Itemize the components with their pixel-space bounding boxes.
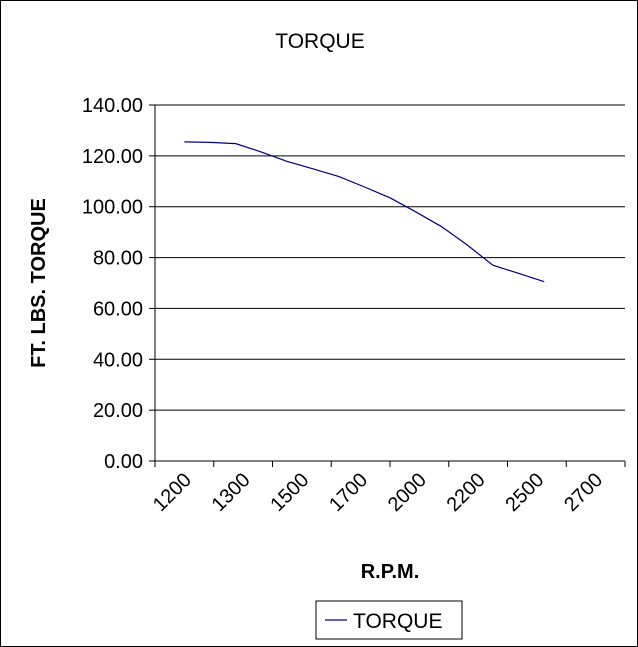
x-tick-labels: 1200 1300 1500 1700 2000 2200 2500 2700 bbox=[149, 469, 607, 516]
y-tick-labels: 0.00 20.00 40.00 60.00 80.00 100.00 120.00 140.… bbox=[82, 95, 143, 473]
gridlines bbox=[155, 104, 625, 411]
x-tick-label: 1500 bbox=[266, 469, 313, 516]
y-axis-title: FT. LBS. TORQUE bbox=[28, 198, 50, 368]
x-axis-title: R.P.M. bbox=[361, 561, 420, 583]
x-tick-label: 2200 bbox=[443, 469, 490, 516]
series-line-torque bbox=[184, 141, 545, 283]
y-tick-label: 40.00 bbox=[93, 349, 143, 371]
y-tick-label: 20.00 bbox=[93, 400, 143, 422]
series-lines bbox=[184, 141, 545, 283]
x-tick-label: 2700 bbox=[560, 469, 607, 516]
x-tick-label: 2500 bbox=[501, 469, 548, 516]
x-tick-label: 1300 bbox=[208, 469, 255, 516]
axes bbox=[149, 104, 626, 467]
x-tick-label: 1700 bbox=[325, 469, 372, 516]
y-tick-label: 80.00 bbox=[93, 248, 143, 270]
x-tick-label: 1200 bbox=[149, 469, 196, 516]
legend: TORQUE bbox=[315, 600, 463, 640]
chart-title: TORQUE bbox=[275, 30, 364, 53]
x-tick-label: 2000 bbox=[384, 469, 431, 516]
y-tick-label: 120.00 bbox=[82, 146, 143, 168]
y-tick-label: 60.00 bbox=[93, 298, 143, 320]
legend-label-torque: TORQUE bbox=[353, 610, 442, 633]
y-tick-label: 140.00 bbox=[82, 95, 143, 117]
y-tick-label: 100.00 bbox=[82, 197, 143, 219]
y-tick-label: 0.00 bbox=[104, 451, 143, 473]
